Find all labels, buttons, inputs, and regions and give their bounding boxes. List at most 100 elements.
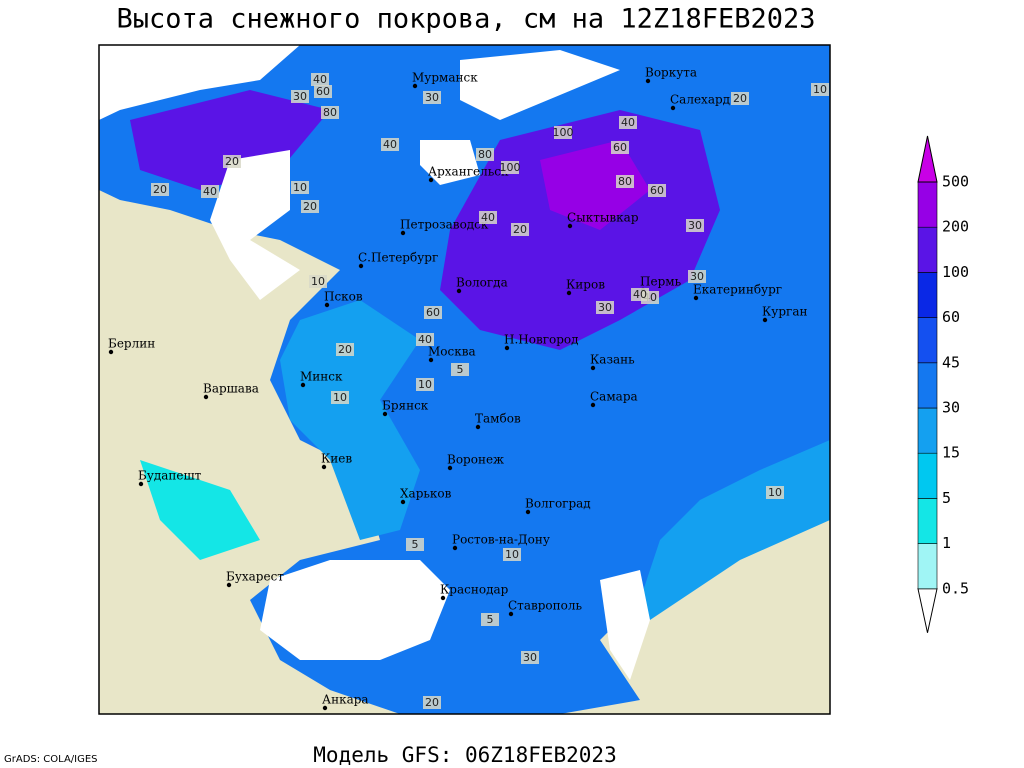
contour-label: 10 (418, 378, 432, 391)
contour-label-box (631, 288, 649, 301)
city-label: Пермь (640, 275, 682, 289)
contour-label: 40 (383, 138, 397, 151)
contour-label-box (766, 486, 784, 499)
contour-label: 100 (500, 161, 521, 174)
contour-label: 80 (618, 175, 632, 188)
city-dot (400, 499, 406, 505)
city-dot (762, 317, 768, 323)
legend-label: 0.5 (942, 579, 969, 597)
contour-label: 40 (203, 185, 217, 198)
contour-label-box (686, 219, 704, 232)
contour-label: 10 (311, 275, 325, 288)
legend-band (917, 407, 938, 454)
city-label: Мурманск (412, 71, 478, 85)
contour-label: 20 (338, 343, 352, 356)
city-dot (382, 411, 388, 417)
contour-label: 30 (523, 651, 537, 664)
legend-arrow-low (917, 588, 938, 633)
city-label: Харьков (400, 487, 452, 501)
city-dot (456, 288, 462, 294)
city-dot (452, 545, 458, 551)
contour-label-box (309, 275, 327, 288)
contour-label-box (619, 116, 637, 129)
contour-label: 10 (768, 486, 782, 499)
contour-label: 5 (457, 363, 464, 376)
legend-band (917, 226, 938, 273)
contour-label-box (731, 92, 749, 105)
contour-label: 80 (323, 106, 337, 119)
city-dot (428, 177, 434, 183)
city-dot (358, 263, 364, 269)
city-dot (508, 611, 514, 617)
city-dot (226, 582, 232, 588)
city-label: Ростов-на-Дону (452, 533, 550, 547)
legend-arrow-high (917, 135, 938, 183)
contour-label: 30 (688, 219, 702, 232)
contour-label-box (151, 183, 169, 196)
model-label: Модель GFS: 06Z18FEB2023 (313, 743, 616, 767)
contour-label: 100 (553, 126, 574, 139)
legend-label: 1 (942, 534, 951, 552)
city-label: Киров (566, 278, 605, 292)
legend-label: 15 (942, 444, 960, 462)
city-label: Екатеринбург (693, 283, 782, 297)
city-dot (400, 230, 406, 236)
contour-label: 40 (633, 288, 647, 301)
city-label: Минск (300, 370, 343, 384)
contour-label: 60 (613, 141, 627, 154)
contour-label: 5 (412, 538, 419, 551)
contour-label-box (611, 141, 629, 154)
cities: Мурманск Воркута Салехард Архангельск Сыктыв… (108, 66, 807, 711)
city-label: Москва (428, 345, 476, 359)
contour-label: 40 (621, 116, 635, 129)
contour-label: 20 (425, 696, 439, 709)
contour-label-box (301, 200, 319, 213)
city-label: Анкара (322, 693, 369, 707)
contour-label-box (423, 696, 441, 709)
legend-label: 60 (942, 308, 960, 326)
contour-label-box (451, 363, 469, 376)
legend-label: 45 (942, 353, 960, 371)
city-dot (447, 465, 453, 471)
legend-band (917, 498, 938, 544)
contour-label-box (501, 161, 519, 174)
contour-label-box (648, 184, 666, 197)
contour-label-box (291, 181, 309, 194)
legend-band (917, 181, 938, 228)
contour-label-box (479, 211, 497, 224)
legend-label: 500 (942, 173, 969, 191)
contour-label-box (511, 223, 529, 236)
city-dot (590, 402, 596, 408)
city-dot (412, 83, 418, 89)
contour-label-box (381, 138, 399, 151)
city-dot (670, 105, 676, 111)
city-dot (645, 78, 651, 84)
city-label: Брянск (382, 399, 429, 413)
contour-label: 10 (333, 391, 347, 404)
contour-label-box (616, 175, 634, 188)
city-label: Воронеж (447, 453, 504, 467)
city-label: Воркута (645, 66, 697, 80)
city-dot (138, 481, 144, 487)
contour-label-box (416, 333, 434, 346)
legend-label: 200 (942, 218, 969, 236)
contour-label-box (521, 651, 539, 664)
legend-label: 100 (942, 263, 969, 281)
legend-band (917, 317, 938, 364)
city-dot (203, 394, 209, 400)
city-dot (324, 302, 330, 308)
contour-label: 40 (418, 333, 432, 346)
city-label: Самара (590, 390, 638, 404)
contour-label: 20 (733, 92, 747, 105)
city-dot (322, 705, 328, 711)
city-dot (108, 349, 114, 355)
city-label: Салехард (670, 93, 730, 107)
city-label: Казань (590, 353, 635, 367)
legend-label: 5 (942, 489, 951, 507)
city-label: Ставрополь (508, 599, 582, 613)
contour-label-box (503, 548, 521, 561)
city-dot (590, 365, 596, 371)
city-label: Курган (762, 305, 807, 319)
contour-label-box (201, 185, 219, 198)
